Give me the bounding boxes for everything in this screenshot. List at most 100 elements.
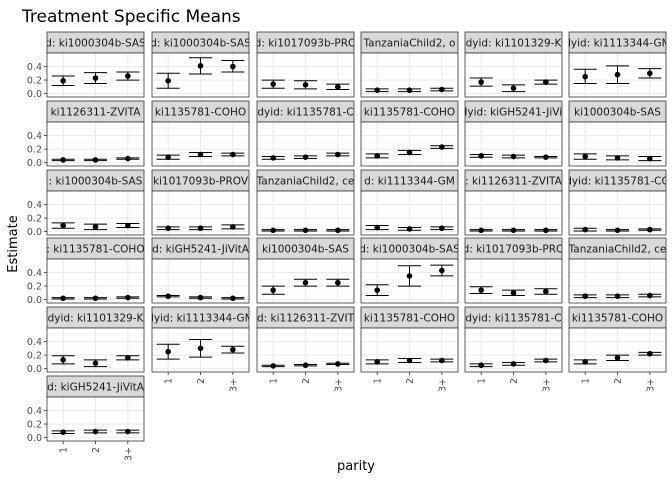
facet-strip-label: : ki1000304b-SAS xyxy=(49,176,143,188)
data-point xyxy=(510,361,517,367)
y-tick-label: 0.4 xyxy=(27,200,42,211)
facet-panel: d: ki1000304b-SAS xyxy=(150,31,251,98)
data-point xyxy=(165,154,171,160)
data-point xyxy=(302,279,309,286)
facet-panel: TanzaniaChild2, ce xyxy=(256,169,355,236)
data-point xyxy=(230,63,236,70)
data-point xyxy=(60,295,66,302)
facet-strip-label: ki1135781-COHO xyxy=(572,313,663,325)
facet-panel: dyid: ki1101329-K xyxy=(464,31,563,98)
data-point xyxy=(60,357,66,363)
data-point xyxy=(92,428,99,435)
facet-panels: d: ki1000304b-SAS 0.0 0.2 0.4 d: ki1000304b-… xyxy=(27,31,667,461)
data-point xyxy=(270,155,276,161)
data-point xyxy=(510,290,517,296)
facet-strip-label: ki1135781-COHO xyxy=(155,107,246,119)
facet-panel: ki1135781-COHO xyxy=(151,100,250,167)
facet-strip-label: dyid: ki1101329-K xyxy=(466,38,563,50)
data-point xyxy=(439,225,445,232)
facet-panel: : ki1000304b-SAS 0.0 0.2 0.4 xyxy=(27,169,145,238)
facet-panel: d: ki1017093b-PRO xyxy=(463,237,565,304)
y-tick-label: 0.4 xyxy=(27,406,42,417)
facet-panel: d: ki1126311-ZVIT 1 2 3+ xyxy=(256,306,355,392)
data-point xyxy=(406,273,413,279)
data-point xyxy=(510,227,517,234)
data-point xyxy=(582,153,588,160)
x-tick-label: 3+ xyxy=(333,378,344,392)
data-point xyxy=(406,149,413,156)
facet-strip-label: dyid: ki1135781-C xyxy=(465,313,561,325)
data-point xyxy=(647,70,653,77)
data-point xyxy=(270,81,276,87)
panel-border xyxy=(46,258,145,304)
data-point xyxy=(335,84,341,90)
data-point xyxy=(647,226,653,233)
data-point xyxy=(165,293,171,300)
facet-strip-label: TanzaniaChild2, o xyxy=(363,38,456,50)
y-tick-label: 0.2 xyxy=(27,76,42,87)
facet-strip-label: d: ki1017093b-PRO xyxy=(463,244,565,256)
facet-panel: : ki1135781-COHO 0.0 0.2 0.4 xyxy=(27,237,145,306)
data-point xyxy=(374,224,380,231)
panel-border xyxy=(46,52,145,98)
facet-panel: d: kiGH5241-JiVitA xyxy=(151,237,250,304)
facet-panel: ki1135781-COHO 1 2 3+ xyxy=(568,306,667,392)
data-point xyxy=(60,157,66,163)
y-tick-label: 0.4 xyxy=(27,337,42,348)
panel-border xyxy=(568,258,667,304)
facet-strip-label: ki1126311-ZVITA xyxy=(51,107,142,119)
data-point xyxy=(230,224,236,230)
y-tick-label: 0.4 xyxy=(27,62,42,73)
facet-strip-label: dyid: ki1113344-GM xyxy=(147,313,253,325)
x-tick-label: 1 xyxy=(581,378,592,384)
y-tick-label: 0.4 xyxy=(27,131,42,142)
y-tick-label: 0.0 xyxy=(27,227,42,238)
data-point xyxy=(406,87,413,94)
data-point xyxy=(614,354,621,361)
data-point xyxy=(439,267,445,274)
facet-strip-label: ki1135781-COHO xyxy=(364,107,455,119)
facet-panel: ki1135781-COHO xyxy=(360,100,459,167)
panel-border xyxy=(256,258,355,304)
data-point xyxy=(92,295,99,302)
x-tick-label: 2 xyxy=(405,378,416,384)
data-point xyxy=(335,361,341,367)
data-point xyxy=(335,151,341,158)
facet-panel: d: kiGH5241-JiVitA 0.0 0.2 0.4 1 2 3+ xyxy=(27,375,145,461)
y-tick-label: 0.0 xyxy=(27,433,42,444)
data-point xyxy=(374,153,380,159)
panel-border xyxy=(256,121,355,167)
data-point xyxy=(302,154,309,160)
data-point xyxy=(270,287,276,293)
x-tick-label: 3+ xyxy=(541,378,552,392)
y-tick-label: 0.2 xyxy=(27,351,42,362)
data-point xyxy=(439,144,445,150)
facet-strip-label: d: ki1000304b-SAS xyxy=(150,38,251,50)
data-point xyxy=(92,75,99,81)
panel-border xyxy=(568,121,667,167)
data-point xyxy=(92,360,99,367)
data-point xyxy=(125,294,131,301)
facet-panel: dyid: ki1135781-C 1 2 3+ xyxy=(464,306,563,392)
facet-strip-label: d: ki1113344-GM xyxy=(364,176,455,188)
facet-panel: ki1000304b-SAS xyxy=(256,237,355,304)
facet-panel: dyid: ki1113344-GM 1 2 3+ xyxy=(147,306,253,392)
data-point xyxy=(197,294,204,301)
facet-panel: dyid: kiGH5241-JiVit xyxy=(464,100,563,167)
y-tick-label: 0.2 xyxy=(27,214,42,225)
x-tick-label: 1 xyxy=(59,447,70,453)
data-point xyxy=(647,350,653,357)
facet-strip-label: d: ki1000304b-SAS xyxy=(45,38,146,50)
data-point xyxy=(197,63,204,69)
data-point xyxy=(165,77,171,84)
data-point xyxy=(582,73,588,80)
facet-strip-label: ki1135781-COHO xyxy=(364,313,455,325)
x-tick-label: 2 xyxy=(196,378,207,384)
data-point xyxy=(125,428,131,435)
facet-panel: d: ki1000304b-SAS 0.0 0.2 0.4 xyxy=(27,31,146,100)
data-point xyxy=(374,87,380,94)
panel-border xyxy=(151,190,250,236)
data-point xyxy=(270,363,276,369)
data-point xyxy=(60,77,66,84)
x-tick-label: 1 xyxy=(373,378,384,384)
